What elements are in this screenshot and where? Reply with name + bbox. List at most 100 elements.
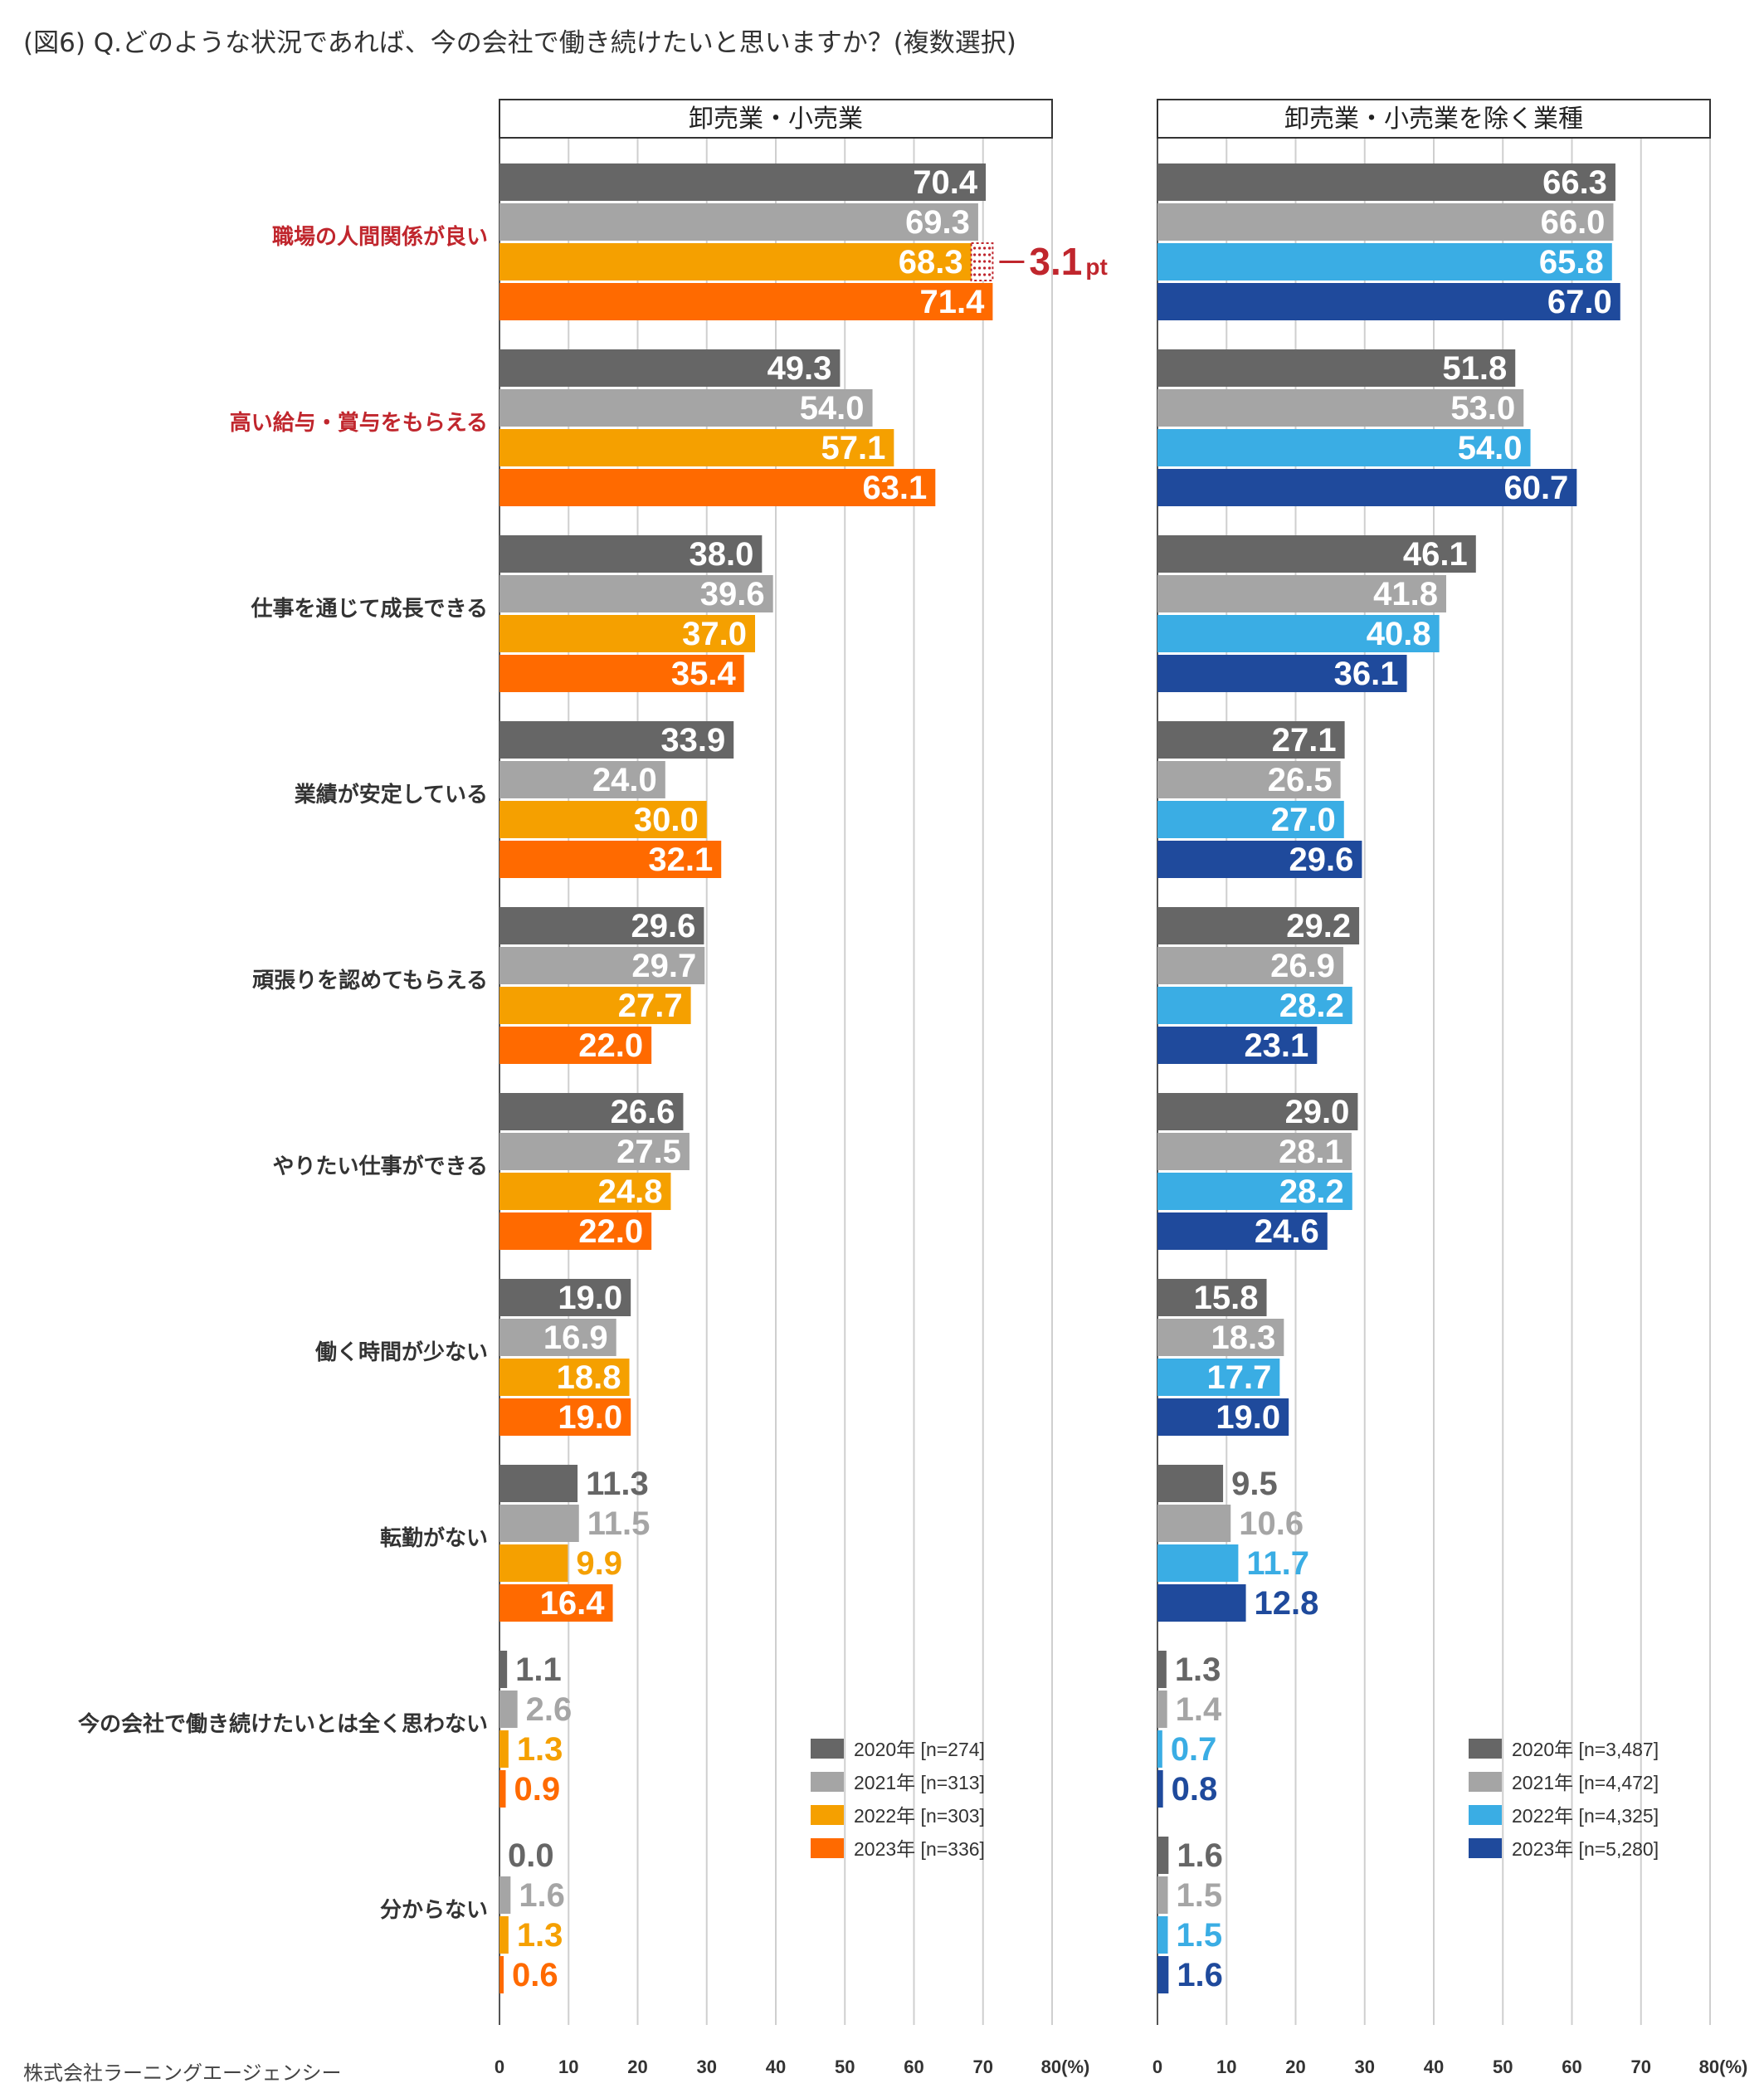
difference-dot [977,253,982,256]
difference-dot [977,273,982,276]
legend-label: 2022年 [n=4,325] [1512,1805,1659,1827]
data-label: 1.3 [1175,1652,1221,1688]
bar [1157,203,1614,241]
bar [499,1691,518,1728]
bar [499,1133,690,1170]
data-label: 11.7 [1246,1545,1309,1582]
data-label: 27.1 [1272,722,1337,759]
data-label: 28.2 [1279,1173,1344,1210]
difference-dot [987,260,992,263]
data-label: 27.0 [1271,802,1336,838]
bar [1157,987,1352,1024]
bar [499,203,978,241]
data-label: 35.4 [671,656,737,692]
data-label: 23.1 [1244,1027,1308,1064]
data-label: 37.0 [682,616,747,652]
bar [499,1359,630,1396]
bar [1157,761,1341,798]
legend-swatch [811,1838,844,1858]
tick-label: 0 [1152,2057,1162,2077]
data-label: 29.6 [631,908,696,944]
data-label: 26.9 [1270,948,1335,984]
bar [1157,1691,1167,1728]
bar [499,389,873,427]
bar [1157,1770,1163,1808]
difference-dot [987,273,992,276]
bar [1157,1916,1168,1954]
bar [499,429,894,466]
bar [1157,615,1440,652]
annotation-unit: pt [1085,254,1107,280]
data-label: 54.0 [1458,430,1523,466]
bar [499,801,707,838]
data-label: 67.0 [1547,284,1612,320]
legend-label: 2023年 [n=5,280] [1512,1838,1659,1860]
bar [499,761,665,798]
category-label: 働く時間が少ない [314,1339,488,1364]
bar [1157,1093,1358,1130]
data-label: 1.6 [519,1877,565,1914]
data-label: 24.0 [592,762,657,798]
tick-label: 60 [1562,2057,1581,2077]
tick-label: 80(%) [1041,2057,1090,2077]
data-label: 70.4 [913,164,978,201]
bar [499,575,773,612]
bar [1157,243,1612,281]
data-label: 30.0 [634,802,699,838]
bar [1157,947,1343,984]
difference-dot [972,266,977,270]
category-label: やりたい仕事ができる [273,1154,488,1178]
data-label: 41.8 [1373,576,1438,612]
data-label: 29.7 [631,948,696,984]
bar [1157,1876,1168,1914]
legend-swatch [1469,1772,1502,1792]
legend-swatch [1469,1838,1502,1858]
data-label: 66.0 [1541,204,1606,241]
data-label: 0.8 [1172,1771,1218,1808]
bar [499,1027,652,1064]
bar [499,535,763,573]
bar [1157,655,1407,692]
bar [1157,1837,1169,1874]
category-label: 頑張りを認めてもらえる [252,968,488,993]
panel-header: 卸売業・小売業 [689,105,863,133]
legend-swatch [811,1772,844,1792]
data-label: 10.6 [1239,1505,1304,1542]
category-label: 職場の人間関係が良い [272,224,488,249]
data-label: 11.5 [587,1505,651,1542]
bar [499,841,722,878]
data-label: 22.0 [578,1027,643,1064]
legend-label: 2022年 [n=303] [854,1805,985,1827]
chart-title: (図6) Q.どのような状況であれば、今の会社で働き続けたいと思いますか？(複数… [23,28,1016,58]
tick-label: 50 [1493,2057,1513,2077]
data-label: 63.1 [862,470,927,506]
difference-dot [987,266,992,270]
bar [1157,469,1577,506]
data-label: 39.6 [700,576,765,612]
difference-dot [987,253,992,256]
bar [499,1279,631,1316]
legend-label: 2020年 [n=274] [854,1739,985,1760]
annotation-value: 3.1 [1029,240,1082,283]
data-label: 36.1 [1334,656,1399,692]
tick-label: 0 [495,2057,504,2077]
data-label: 29.6 [1289,842,1354,878]
tick-label: 40 [1424,2057,1444,2077]
data-label: 0.6 [512,1957,558,1993]
tick-label: 60 [904,2057,923,2077]
data-label: 60.7 [1503,470,1568,506]
bar [499,987,691,1024]
difference-dot [977,246,982,250]
data-label: 22.0 [578,1213,643,1250]
tick-label: 10 [558,2057,578,2077]
tick-label: 70 [1631,2057,1651,2077]
data-label: 26.6 [611,1094,675,1130]
data-label: 68.3 [899,244,963,281]
bar [499,615,756,652]
data-label: 1.5 [1176,1917,1222,1954]
difference-dot [977,266,982,270]
data-label: 53.0 [1450,390,1515,427]
bar [499,907,704,944]
panel-header-box [1157,99,1711,139]
bar [1157,1212,1328,1250]
